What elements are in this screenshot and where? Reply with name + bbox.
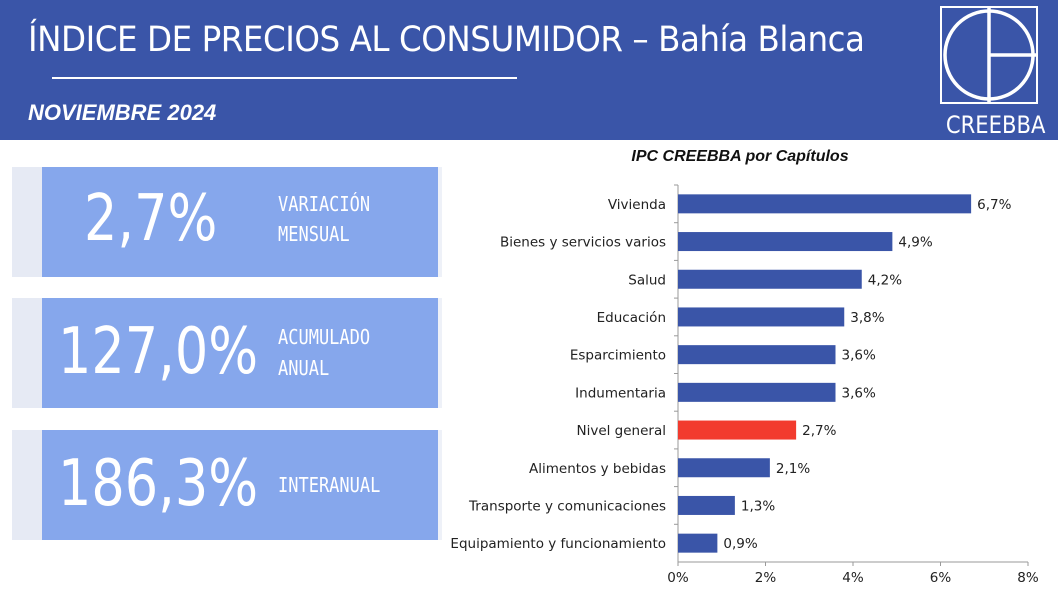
category-label: Nivel general <box>577 423 667 439</box>
x-tick-label: 8% <box>1017 570 1039 586</box>
category-label: Vivienda <box>608 197 666 213</box>
value-label: 3,8% <box>850 310 884 326</box>
category-label: Alimentos y bebidas <box>529 461 666 477</box>
x-tick-label: 2% <box>755 570 777 586</box>
category-label: Transporte y comunicaciones <box>468 498 666 514</box>
creebba-logo: CREEBBA <box>940 6 1046 139</box>
value-label: 3,6% <box>842 348 876 364</box>
kpi-value-interannual: 186,3% <box>58 447 259 521</box>
x-tick-label: 0% <box>667 570 689 586</box>
kpi-label-interannual: INTERANUAL <box>278 473 381 497</box>
bar-transporte-y-comunicaciones <box>678 495 735 515</box>
x-tick-label: 6% <box>930 570 952 586</box>
value-label: 0,9% <box>723 536 757 552</box>
category-label: Indumentaria <box>575 385 666 401</box>
kpi-card-interannual: 186,3% INTERANUAL <box>42 430 438 540</box>
bar-equipamiento-y-funcionamiento <box>678 533 718 553</box>
value-label: 2,7% <box>802 423 836 439</box>
bar-esparcimiento <box>678 345 836 365</box>
category-label: Educación <box>597 310 666 326</box>
kpi-value-accumulated: 127,0% <box>58 315 259 389</box>
kpi-label-monthly-line1: VARIACIÓN <box>278 192 371 216</box>
bar-alimentos-y-bebidas <box>678 458 770 478</box>
x-tick-label: 4% <box>842 570 864 586</box>
bar-educación <box>678 307 845 327</box>
bar-indumentaria <box>678 382 836 402</box>
title-underline <box>52 77 517 79</box>
bar-vivienda <box>678 194 972 214</box>
header-banner: ÍNDICE DE PRECIOS AL CONSUMIDOR – Bahía … <box>0 0 1058 140</box>
kpi-label-accumulated-line1: ACUMULADO <box>278 325 371 349</box>
category-label: Bienes y servicios varios <box>500 235 666 251</box>
value-label: 1,3% <box>741 498 775 514</box>
value-label: 4,2% <box>868 272 902 288</box>
category-label: Equipamiento y funcionamiento <box>450 536 666 552</box>
period-subtitle: NOVIEMBRE 2024 <box>28 100 217 125</box>
category-label: Esparcimiento <box>570 348 666 364</box>
page-title: ÍNDICE DE PRECIOS AL CONSUMIDOR – Bahía … <box>28 20 865 60</box>
category-label: Salud <box>628 272 666 288</box>
creebba-logo-icon <box>940 6 1038 104</box>
value-label: 6,7% <box>977 197 1011 213</box>
bar-bienes-y-servicios-varios <box>678 232 893 252</box>
kpi-value-monthly: 2,7% <box>84 182 218 256</box>
kpi-card-accumulated: 127,0% ACUMULADO ANUAL <box>42 298 438 408</box>
kpi-card-monthly: 2,7% VARIACIÓN MENSUAL <box>42 167 438 277</box>
value-label: 2,1% <box>776 461 810 477</box>
bar-nivel-general <box>678 420 797 440</box>
logo-text: CREEBBA <box>945 111 1046 139</box>
value-label: 4,9% <box>898 235 932 251</box>
chart-title: IPC CREEBBA por Capítulos <box>631 148 849 165</box>
value-label: 3,6% <box>842 385 876 401</box>
bar-salud <box>678 269 862 289</box>
kpi-label-monthly-line2: MENSUAL <box>278 222 350 246</box>
kpi-label-accumulated-line2: ANUAL <box>278 356 330 380</box>
chapters-bar-chart: Vivienda 6,7% Bienes y servicios varios 4,9… <box>450 184 1039 586</box>
